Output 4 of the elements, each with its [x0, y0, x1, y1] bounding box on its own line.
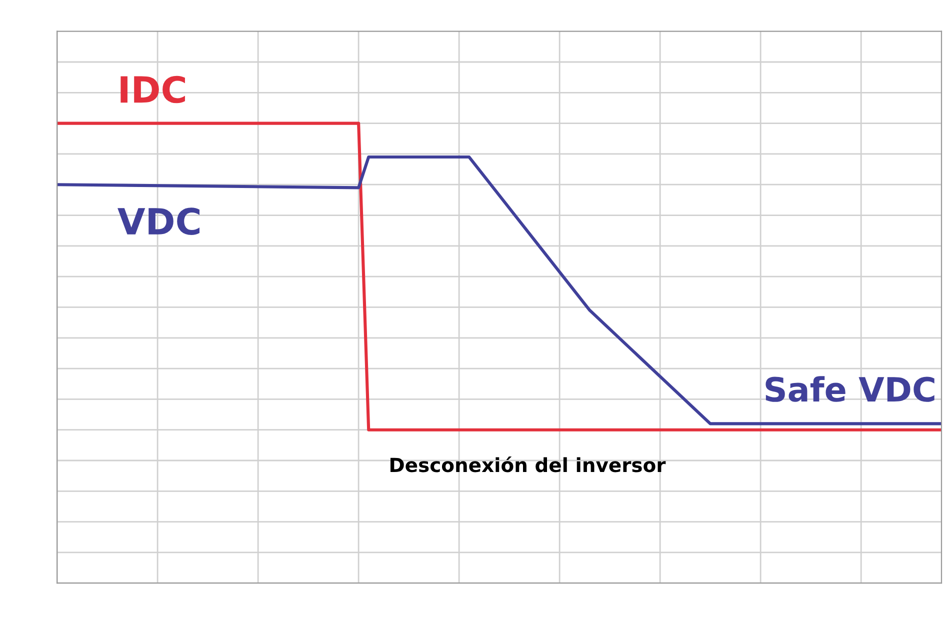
series-label: IDC: [120, 76, 185, 104]
series-label: VDC: [118, 208, 200, 235]
annotation: Safe VDC: [766, 376, 934, 402]
text: Desconexión del inversor: [390, 456, 666, 472]
